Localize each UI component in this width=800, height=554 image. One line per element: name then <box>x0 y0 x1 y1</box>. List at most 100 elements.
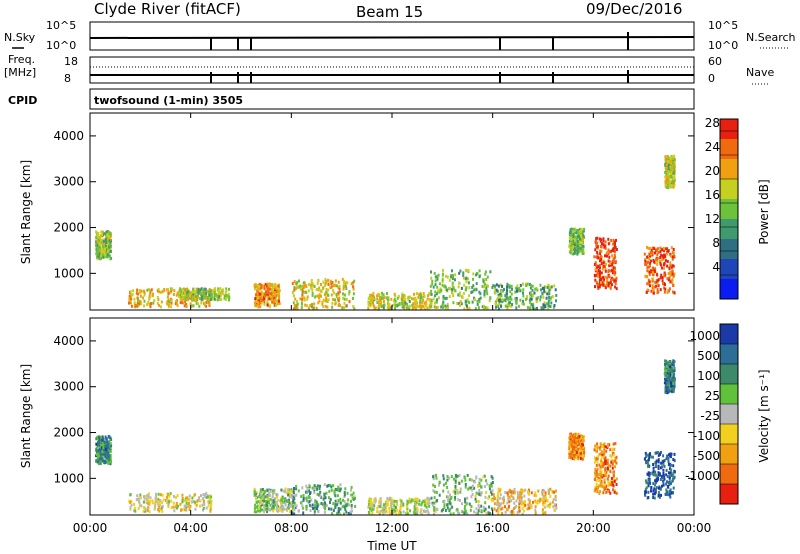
power-cell <box>571 237 574 241</box>
power-cell <box>107 235 110 239</box>
velocity-cell <box>380 509 382 513</box>
power-cell <box>192 293 195 297</box>
velocity-cell <box>322 497 325 501</box>
power-cell <box>163 288 166 291</box>
velocity-cell <box>610 480 613 484</box>
velocity-cell <box>672 464 675 468</box>
velocity-cell <box>600 470 603 474</box>
velocity-cell <box>672 359 675 363</box>
power-cell <box>274 304 277 308</box>
velocity-cell <box>327 483 330 487</box>
power-colorbar-swatch <box>720 139 738 160</box>
velocity-cell <box>414 507 417 511</box>
power-cell <box>417 296 420 299</box>
velocity-cell <box>336 503 339 507</box>
power-cell <box>657 251 660 254</box>
power-cell <box>175 300 177 304</box>
velocity-cell <box>577 435 579 438</box>
power-cell <box>227 295 230 299</box>
velocity-cell <box>450 495 453 499</box>
power-cell <box>483 294 486 298</box>
velocity-cell <box>668 471 670 475</box>
velocity-cell <box>210 502 213 506</box>
power-cell <box>429 284 432 288</box>
velocity-cell <box>274 503 276 507</box>
velocity-cell <box>416 510 419 514</box>
power-cell <box>607 282 610 285</box>
power-cell <box>208 288 211 291</box>
velocity-cell <box>581 454 584 458</box>
velocity-cell <box>669 471 672 475</box>
power-cell <box>465 268 467 272</box>
velocity-cell <box>535 494 538 498</box>
velocity-cell <box>660 461 663 465</box>
power-cell <box>651 279 654 283</box>
power-cell <box>457 302 460 306</box>
velocity-cell <box>456 491 459 495</box>
power-cell <box>479 292 482 296</box>
power-cell <box>508 285 511 289</box>
velocity-cell <box>443 483 445 487</box>
velocity-cell <box>595 473 598 477</box>
date-title: 09/Dec/2016 <box>586 0 682 18</box>
velocity-cell <box>266 497 269 501</box>
velocity-cell <box>259 492 262 496</box>
power-cell <box>343 297 346 301</box>
velocity-cell <box>329 501 331 504</box>
power-cell <box>573 252 576 255</box>
velocity-cell <box>253 491 256 495</box>
velocity-cell <box>446 478 449 482</box>
velocity-cell <box>506 493 509 497</box>
power-cell <box>549 297 552 301</box>
power-cell <box>303 296 306 300</box>
velocity-cell <box>579 436 582 440</box>
power-cell <box>401 298 403 302</box>
power-cell <box>442 306 445 309</box>
velocity-cell <box>528 499 531 503</box>
power-cell <box>666 181 669 184</box>
power-cell <box>497 284 500 288</box>
power-cell <box>184 300 187 304</box>
power-cell <box>103 242 106 246</box>
velocity-cell <box>509 490 512 494</box>
velocity-cell <box>655 459 658 463</box>
velocity-cell <box>659 478 662 481</box>
power-cell <box>101 248 104 252</box>
power-cell <box>208 296 211 300</box>
velocity-cell <box>395 508 398 512</box>
velocity-cell <box>599 462 602 465</box>
velocity-cell <box>443 506 446 509</box>
velocity-cell <box>369 501 372 505</box>
power-cell <box>301 297 304 301</box>
power-cell <box>173 289 176 293</box>
velocity-cell <box>159 503 162 507</box>
power-cell <box>573 247 576 251</box>
velocity-cell <box>449 507 452 511</box>
velocity-cell <box>578 449 581 453</box>
cpid-text: twofsound (1-min) 3505 <box>94 94 243 107</box>
power-cell <box>655 258 658 262</box>
velocity-cell <box>388 507 391 510</box>
velocity-cell <box>133 507 136 510</box>
velocity-cell <box>534 511 537 515</box>
velocity-cell <box>572 453 575 457</box>
power-cell <box>602 264 605 268</box>
velocity-cell <box>345 510 348 514</box>
power-cell <box>467 281 470 285</box>
velocity-cell <box>280 488 283 492</box>
power-cell <box>430 276 433 280</box>
power-cell <box>412 302 415 306</box>
velocity-cell <box>652 466 655 470</box>
power-cell <box>332 284 335 288</box>
velocity-cell <box>669 378 672 381</box>
velocity-cell <box>528 506 531 510</box>
velocity-cell <box>280 496 283 500</box>
velocity-cell <box>136 494 139 498</box>
velocity-cell <box>207 500 210 504</box>
velocity-cell <box>664 387 667 391</box>
power-cell <box>600 271 603 275</box>
velocity-cell <box>161 504 164 508</box>
power-cell <box>653 247 656 251</box>
power-cell <box>463 307 466 311</box>
velocity-cell <box>527 488 530 492</box>
